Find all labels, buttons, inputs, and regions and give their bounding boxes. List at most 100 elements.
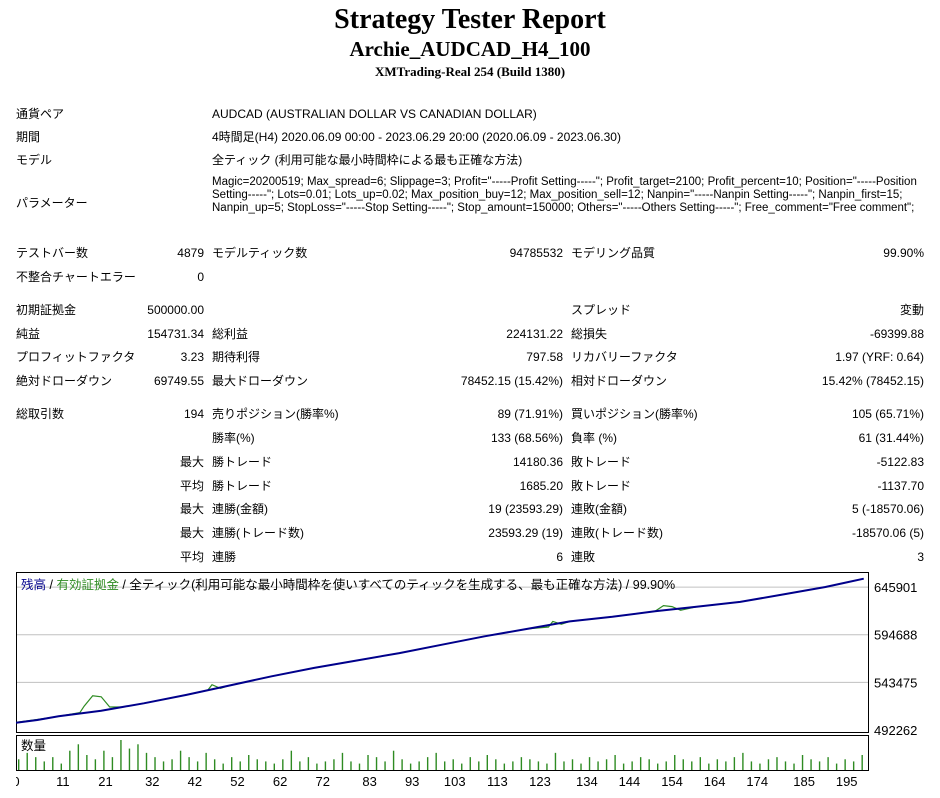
volume-bar (546, 763, 548, 770)
volume-bar (827, 757, 829, 770)
period-value: 4時間足(H4) 2020.06.09 00:00 - 2023.06.29 2… (212, 130, 621, 144)
avg-consec-prefix: 平均 (179, 550, 204, 564)
volume-bar (128, 748, 131, 770)
avg-win-label: 勝トレード (212, 479, 273, 493)
pf-value: 3.23 (180, 350, 204, 364)
volume-bar (145, 752, 148, 770)
expected-label: 期待利得 (212, 350, 261, 364)
volume-bar (622, 763, 625, 770)
volume-bar (614, 755, 616, 770)
spread-label: スプレッド (571, 303, 632, 317)
volume-bar (401, 759, 403, 770)
volume-bar (520, 757, 523, 770)
volume-bar (639, 757, 642, 770)
volume-bar (529, 759, 531, 770)
balance-line (16, 577, 864, 724)
x-tick-label: 103 (444, 774, 466, 789)
chart-grid (17, 586, 868, 683)
largest-win-label: 勝トレード (212, 455, 273, 469)
report-title: Strategy Tester Report (334, 4, 606, 35)
volume-bar (426, 757, 429, 770)
model-label: モデル (16, 153, 53, 167)
volume-bar (750, 761, 753, 770)
volume-bar (469, 757, 471, 770)
volume-bar (418, 761, 420, 770)
volume-bar (324, 761, 327, 770)
volume-bar (486, 755, 488, 770)
volume-bar (60, 763, 62, 770)
max-consec-loss-value: 5 (-18570.06) (851, 502, 924, 516)
max-consec-lossamt-label: 連敗(トレード数) (571, 526, 663, 540)
x-tick-label: 134 (576, 774, 598, 789)
period-label: 期間 (16, 130, 41, 144)
volume-bar (852, 761, 855, 770)
recovery-value: 1.97 (YRF: 0.64) (835, 350, 924, 364)
winrate-value: 133 (68.56%) (490, 431, 563, 445)
volume-bars (18, 740, 863, 770)
max-consec-profit-label: 連勝(トレード数) (212, 526, 304, 540)
x-tick-label: 62 (273, 774, 287, 789)
largest-loss-value: -5122.83 (876, 455, 924, 469)
volume-bar (554, 752, 557, 770)
reldd-label: 相対ドローダウン (571, 374, 668, 388)
largest-prefix: 最大 (179, 455, 204, 469)
avg-loss-label: 敗トレード (571, 479, 632, 493)
volume-bar (725, 761, 727, 770)
volume-bar (716, 759, 719, 770)
volume-bar (767, 759, 770, 770)
legend-description: 全ティック(利用可能な最小時間枠を使いすべてのティックを生成する、最も正確な方法… (129, 577, 675, 592)
volume-bar (350, 761, 352, 770)
volume-bar (307, 757, 310, 770)
y-tick-label: 543475 (874, 675, 917, 690)
volume-bar (461, 763, 463, 770)
volume-bar (282, 759, 284, 770)
volume-bar (810, 759, 812, 770)
max-consec-lossamt-value: -18570.06 (5) (851, 526, 924, 540)
volume-bar (588, 757, 591, 770)
volume-bar (316, 763, 318, 770)
volume-frame (16, 735, 869, 771)
symbol-label: 通貨ペア (16, 107, 65, 121)
x-tick-label: 83 (362, 774, 376, 789)
x-tick-label: 113 (487, 774, 508, 789)
volume-bar (801, 755, 804, 770)
y-tick-labels: 645901 594688 543475 492262 (874, 580, 917, 738)
volume-bar (137, 744, 139, 770)
volume-label: 数量 (21, 738, 46, 753)
bars-value: 4879 (177, 246, 204, 260)
max-consec-profit-value: 23593.29 (19) (488, 526, 563, 540)
x-tick-label: 72 (315, 774, 329, 789)
recovery-label: リカバリーファクタ (571, 350, 678, 364)
volume-bar (631, 761, 633, 770)
volume-bar (580, 763, 582, 770)
lossrate-label: 負率 (%) (571, 431, 617, 445)
pf-label: プロフィットファクタ (16, 350, 136, 364)
volume-bar (69, 750, 71, 770)
avg-consec-win-label: 連勝 (212, 550, 237, 564)
winrate-label: 勝率(%) (212, 431, 255, 445)
volume-bar (435, 752, 437, 770)
maxdd-label: 最大ドローダウン (212, 374, 309, 388)
largest-win-value: 14180.36 (512, 455, 563, 469)
trades-label: 総取引数 (16, 407, 65, 421)
x-tick-label: 154 (661, 774, 683, 789)
volume-bar (162, 761, 165, 770)
volume-bar (265, 761, 267, 770)
volume-bar (605, 759, 608, 770)
volume-bar (171, 759, 173, 770)
volume-bar (563, 761, 565, 770)
volume-bar (86, 755, 88, 770)
volume-bar (205, 752, 207, 770)
ticks-value: 94785532 (509, 246, 563, 260)
max-consec-prefix: 最大 (179, 502, 204, 516)
ticks-label: モデルティック数 (212, 246, 308, 260)
x-tick-labels: 0 11 21 32 42 52 62 72 83 93 103 113 123 134 144 154 164… (16, 774, 858, 789)
reldd-value: 15.42% (78452.15) (821, 374, 924, 388)
x-tick-label: 185 (793, 774, 815, 789)
average-prefix: 平均 (179, 479, 204, 493)
volume-bar (776, 757, 778, 770)
netprofit-value: 154731.34 (147, 327, 204, 341)
volume-bar (375, 757, 378, 770)
volume-bar (384, 761, 386, 770)
avg-win-value: 1685.20 (519, 479, 563, 493)
